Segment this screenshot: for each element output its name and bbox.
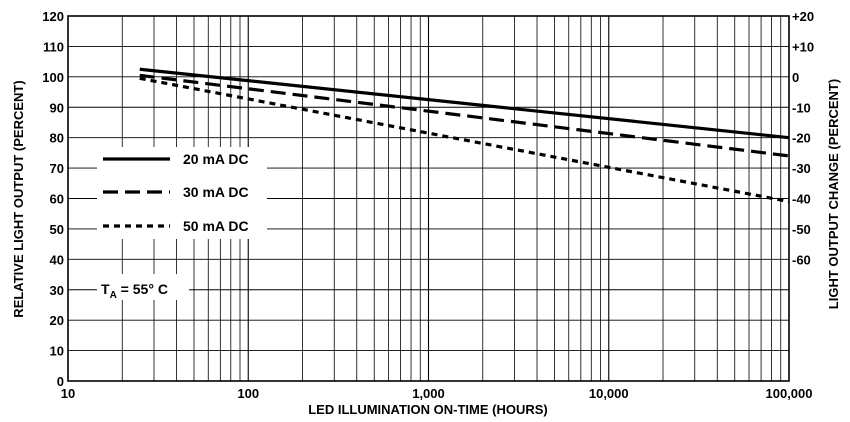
y-tick-label: 110: [43, 39, 64, 54]
series-line-2: [139, 76, 790, 204]
legend-label-30ma: 30 mA DC: [183, 184, 249, 200]
plot-frame: [67, 15, 790, 382]
y-tick-label: 60: [50, 192, 64, 207]
y2-tick-label: +10: [792, 39, 814, 54]
y-tick-label: 40: [50, 252, 64, 267]
x-tick-label: 100: [237, 386, 259, 401]
annotation-subscript: A: [110, 290, 117, 301]
y-tick-label: 20: [50, 313, 64, 328]
x-axis-title: LED ILLUMINATION ON-TIME (HOURS): [308, 402, 548, 417]
x-tick-label: 10,000: [589, 386, 629, 401]
y2-tick-label: -50: [792, 222, 811, 237]
series-lines: [139, 67, 790, 204]
series-line-0: [139, 67, 790, 140]
y-tick-label: 100: [42, 70, 64, 85]
plot-border: [67, 15, 790, 382]
annotation-rest: = 55° C: [117, 281, 168, 297]
legend-label-50ma: 50 mA DC: [183, 218, 249, 234]
legend: 20 mA DC 30 mA DC 50 mA DC: [97, 147, 267, 239]
temperature-annotation: TA = 55° C: [97, 274, 189, 301]
y-axis-title: RELATIVE LIGHT OUTPUT (PERCENT): [11, 80, 26, 317]
annotation-background: [97, 274, 189, 300]
y-tick-label: 10: [50, 344, 64, 359]
y-tick-label: 50: [50, 222, 64, 237]
y-tick-label: 120: [42, 9, 64, 24]
y2-tick-label: 0: [792, 70, 799, 85]
y-tick-label: 0: [57, 374, 64, 389]
y-tick-label: 80: [50, 131, 64, 146]
y-tick-label: 90: [50, 100, 64, 115]
y2-tick-label: -10: [792, 100, 811, 115]
y2-tick-label: -30: [792, 161, 811, 176]
y2-axis-title: LIGHT OUTPUT CHANGE (PERCENT): [826, 79, 841, 309]
x-tick-label: 1,000: [412, 386, 445, 401]
y-tick-label: 30: [50, 283, 64, 298]
annotation-text: TA = 55° C: [101, 281, 168, 301]
annotation-main: T: [101, 281, 110, 297]
y2-tick-label: -60: [792, 252, 811, 267]
series-line-1: [139, 73, 790, 158]
y2-tick-label: -20: [792, 131, 811, 146]
x-tick-label: 10: [61, 386, 75, 401]
legend-label-20ma: 20 mA DC: [183, 151, 249, 167]
tick-labels: 10 100 1,000 10,000 100,00001020304050607080…: [42, 9, 814, 401]
y2-tick-label: -40: [792, 192, 811, 207]
y-tick-label: 70: [50, 161, 64, 176]
y2-tick-label: +20: [792, 9, 814, 24]
x-tick-label: 100,000: [766, 386, 813, 401]
